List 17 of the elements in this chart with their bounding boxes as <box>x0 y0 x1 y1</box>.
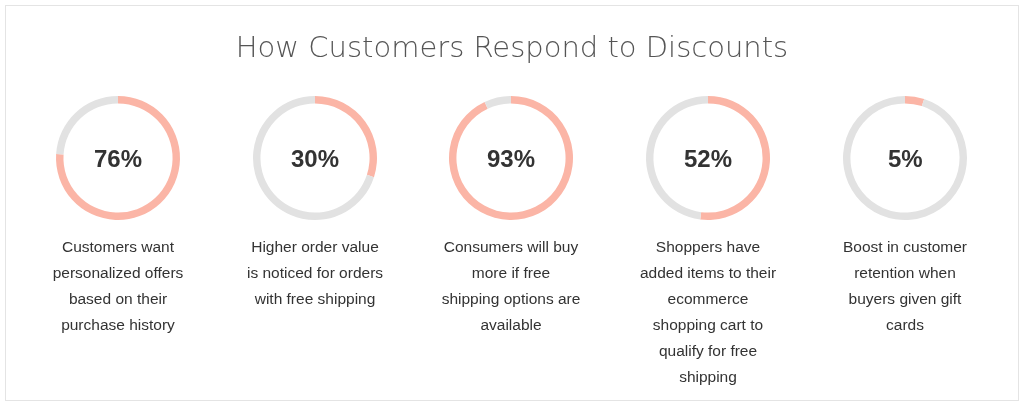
text: Shoppers have added items to their ecommerce shopping cart to qualify for free shipping <box>638 237 778 387</box>
donut-slice <box>56 96 180 220</box>
text: Customers want personalized offers based on their purchase history <box>51 237 185 335</box>
text: Higher order value is noticed for orders with free shipping <box>245 237 385 309</box>
text: Consumers will buy more if free shipping options are available <box>441 237 581 335</box>
text: 93% <box>487 145 536 172</box>
text: 5% <box>888 145 923 172</box>
donut-slice <box>484 96 511 109</box>
text: Boost in customer retention when buyers given gift cards <box>841 237 969 335</box>
donut-slice <box>843 96 967 220</box>
text: How Customers Respond to Discounts <box>234 30 790 64</box>
text: 52% <box>684 145 733 172</box>
text: 30% <box>291 145 340 172</box>
text: 76% <box>94 145 143 172</box>
donut-slice <box>449 96 573 220</box>
donut-slice <box>253 96 374 220</box>
donut-slice <box>905 96 925 107</box>
